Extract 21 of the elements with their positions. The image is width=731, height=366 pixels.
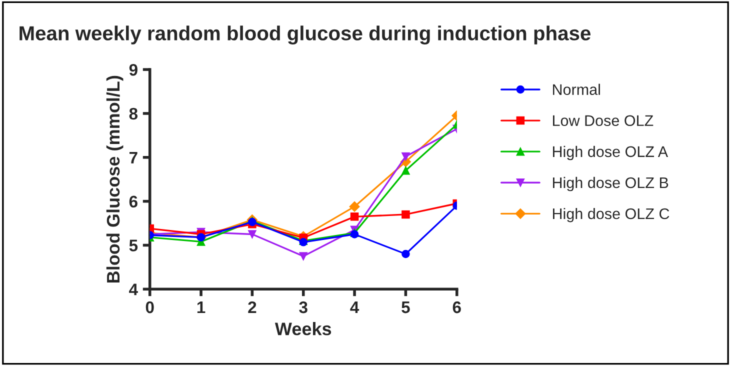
legend-label: High dose OLZ A (552, 146, 668, 160)
x-tick-label: 6 (452, 301, 461, 314)
x-tick-label: 4 (350, 302, 360, 314)
y-tick-label: 5 (129, 240, 138, 252)
y-tick-label: 8 (129, 108, 138, 120)
legend-label: Normal (552, 84, 600, 95)
legend-label: High dose OLZ B (552, 176, 668, 192)
x-axis-title: Weeks (274, 322, 332, 336)
legend-label: Low Dose OLZ (552, 115, 654, 126)
legend-label: High dose OLZ C (552, 208, 670, 222)
y-tick-label: 4 (129, 284, 138, 296)
x-tick-label: 1 (197, 302, 206, 314)
x-tick-label: 5 (402, 302, 410, 314)
x-tick-label: 2 (248, 301, 256, 314)
y-axis-title: Blood Glucose (mmol/L) (106, 76, 124, 282)
y-tick-label: 7 (129, 152, 138, 164)
y-tick-label: 6 (129, 196, 138, 208)
x-tick-label: 0 (146, 301, 154, 314)
y-tick-label: 9 (129, 64, 138, 76)
x-tick-label: 3 (299, 301, 308, 314)
chart-title: Mean weekly random blood glucose during induction phase (20, 26, 590, 44)
